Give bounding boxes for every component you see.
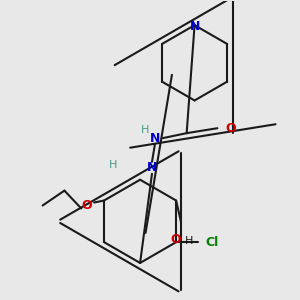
Text: N: N [147, 161, 157, 174]
Text: N: N [150, 132, 160, 145]
Text: H: H [141, 125, 149, 135]
Text: Cl: Cl [206, 236, 219, 249]
Text: O: O [171, 233, 182, 246]
Text: O: O [81, 199, 92, 212]
Text: O: O [225, 122, 236, 135]
Text: N: N [189, 20, 200, 33]
Text: H: H [109, 160, 118, 170]
Text: H: H [185, 236, 193, 246]
